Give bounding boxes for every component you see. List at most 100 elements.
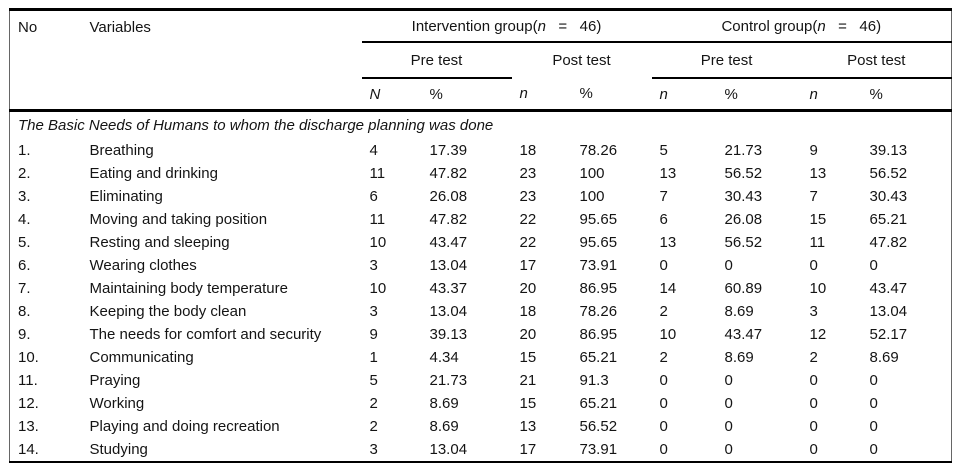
row-number: 12. — [18, 395, 39, 412]
value-cell: 0 — [869, 441, 878, 458]
value-cell: 11 — [369, 165, 386, 182]
value-cell: 4 — [369, 142, 378, 159]
table-row: 11. Praying 5 21.73 21 91.3 0 0 0 0 — [10, 369, 952, 392]
value-cell: 20 — [519, 326, 537, 343]
table-body: The Basic Needs of Humans to whom the di… — [10, 111, 952, 463]
value-cell: 0 — [724, 257, 733, 274]
col-header-pct-intervention-pre: % — [421, 78, 512, 112]
value-cell: 0 — [724, 441, 733, 458]
value-cell: 11 — [369, 211, 386, 228]
table-row: 10. Communicating 1 4.34 15 65.21 2 8.69 2 8.69 — [10, 346, 952, 369]
col-header-n-control-post: n — [801, 78, 862, 112]
table-row: 4. Moving and taking position 11 47.82 22 95.… — [10, 208, 952, 231]
value-cell: 0 — [809, 395, 818, 412]
value-cell: 17.39 — [429, 142, 468, 159]
variable-name: The needs for comfort and security — [89, 326, 322, 343]
value-cell: 43.47 — [429, 234, 468, 251]
col-header-pct-intervention-post: % — [571, 78, 652, 112]
value-cell: 56.52 — [724, 234, 763, 251]
value-cell: 22 — [519, 211, 537, 228]
value-cell: 26.08 — [724, 211, 763, 228]
row-number: 14. — [18, 441, 39, 458]
value-cell: 10 — [369, 234, 387, 251]
value-cell: 73.91 — [579, 441, 618, 458]
col-header-control-pretest: Pre test — [651, 42, 802, 79]
value-cell: 21.73 — [429, 372, 468, 389]
value-cell: 13.04 — [429, 257, 468, 274]
value-cell: 6 — [369, 188, 378, 205]
value-cell: 47.82 — [429, 211, 468, 228]
row-number: 10. — [18, 349, 39, 366]
value-cell: 100 — [579, 188, 605, 205]
row-number: 11. — [18, 372, 38, 389]
value-cell: 8.69 — [724, 303, 754, 320]
value-cell: 15 — [809, 211, 827, 228]
value-cell: 17 — [519, 441, 537, 458]
col-header-no: No — [9, 9, 82, 112]
control-group-label: Control group( — [721, 17, 818, 35]
row-number: 5. — [18, 234, 31, 251]
value-cell: 0 — [869, 418, 878, 435]
results-table: No Variables Intervention group(n = 46) … — [9, 8, 953, 463]
table-header: No Variables Intervention group(n = 46) … — [9, 9, 952, 112]
table-row: 3. Eliminating 6 26.08 23 100 7 30.43 7 30.43 — [10, 185, 952, 208]
row-number: 7. — [18, 280, 31, 297]
value-cell: 8.69 — [869, 349, 899, 366]
value-cell: 3 — [369, 257, 378, 274]
value-cell: 95.65 — [579, 234, 618, 251]
value-cell: 73.91 — [579, 257, 618, 274]
variable-name: Keeping the body clean — [89, 303, 247, 320]
value-cell: 0 — [724, 395, 733, 412]
value-cell: 13 — [659, 234, 677, 251]
header-row-tests: Pre test Post test Pre test Post test — [10, 42, 952, 79]
value-cell: 22 — [519, 234, 537, 251]
intervention-group-count: = 46) — [545, 17, 602, 35]
value-cell: 30.43 — [869, 188, 908, 205]
value-cell: 10 — [659, 326, 677, 343]
value-cell: 21 — [519, 372, 537, 389]
value-cell: 100 — [579, 165, 605, 182]
col-header-pct-control-post: % — [861, 78, 952, 112]
value-cell: 5 — [369, 372, 378, 389]
value-cell: 2 — [809, 349, 818, 366]
variable-name: Breathing — [89, 142, 154, 159]
variable-name: Praying — [89, 372, 141, 389]
col-header-intervention-posttest: Post test — [552, 52, 611, 69]
value-cell: 0 — [659, 418, 668, 435]
value-cell: 0 — [659, 441, 668, 458]
value-cell: 2 — [369, 395, 378, 412]
value-cell: 2 — [659, 303, 668, 320]
variable-name: Playing and doing recreation — [89, 418, 280, 435]
value-cell: 43.47 — [724, 326, 763, 343]
value-cell: 65.21 — [579, 395, 618, 412]
col-header-n-intervention-post: n — [511, 78, 572, 112]
variable-name: Wearing clothes — [89, 257, 197, 274]
value-cell: 13.04 — [429, 303, 468, 320]
variable-name: Resting and sleeping — [89, 234, 230, 251]
variable-name: Studying — [89, 441, 148, 458]
value-cell: 13.04 — [869, 303, 908, 320]
value-cell: 43.37 — [429, 280, 468, 297]
table-row: 2. Eating and drinking 11 47.82 23 100 13 56.52… — [10, 162, 952, 185]
value-cell: 0 — [869, 395, 878, 412]
table-row: 6. Wearing clothes 3 13.04 17 73.91 0 0 0 0 — [10, 254, 952, 277]
variable-name: Eliminating — [89, 188, 163, 205]
value-cell: 0 — [659, 372, 668, 389]
value-cell: 13.04 — [429, 441, 468, 458]
value-cell: 18 — [519, 142, 537, 159]
value-cell: 0 — [869, 372, 878, 389]
row-number: 8. — [18, 303, 31, 320]
value-cell: 60.89 — [724, 280, 763, 297]
value-cell: 9 — [369, 326, 378, 343]
value-cell: 23 — [519, 165, 537, 182]
value-cell: 3 — [369, 303, 378, 320]
col-header-control-posttest: Post test — [801, 42, 952, 79]
col-header-N-intervention-pre: N — [361, 78, 422, 112]
variable-name: Communicating — [89, 349, 194, 366]
value-cell: 17 — [519, 257, 537, 274]
value-cell: 0 — [809, 257, 818, 274]
value-cell: 65.21 — [579, 349, 618, 366]
table-row: 7. Maintaining body temperature 10 43.37 20 8… — [10, 277, 952, 300]
value-cell: 7 — [809, 188, 818, 205]
